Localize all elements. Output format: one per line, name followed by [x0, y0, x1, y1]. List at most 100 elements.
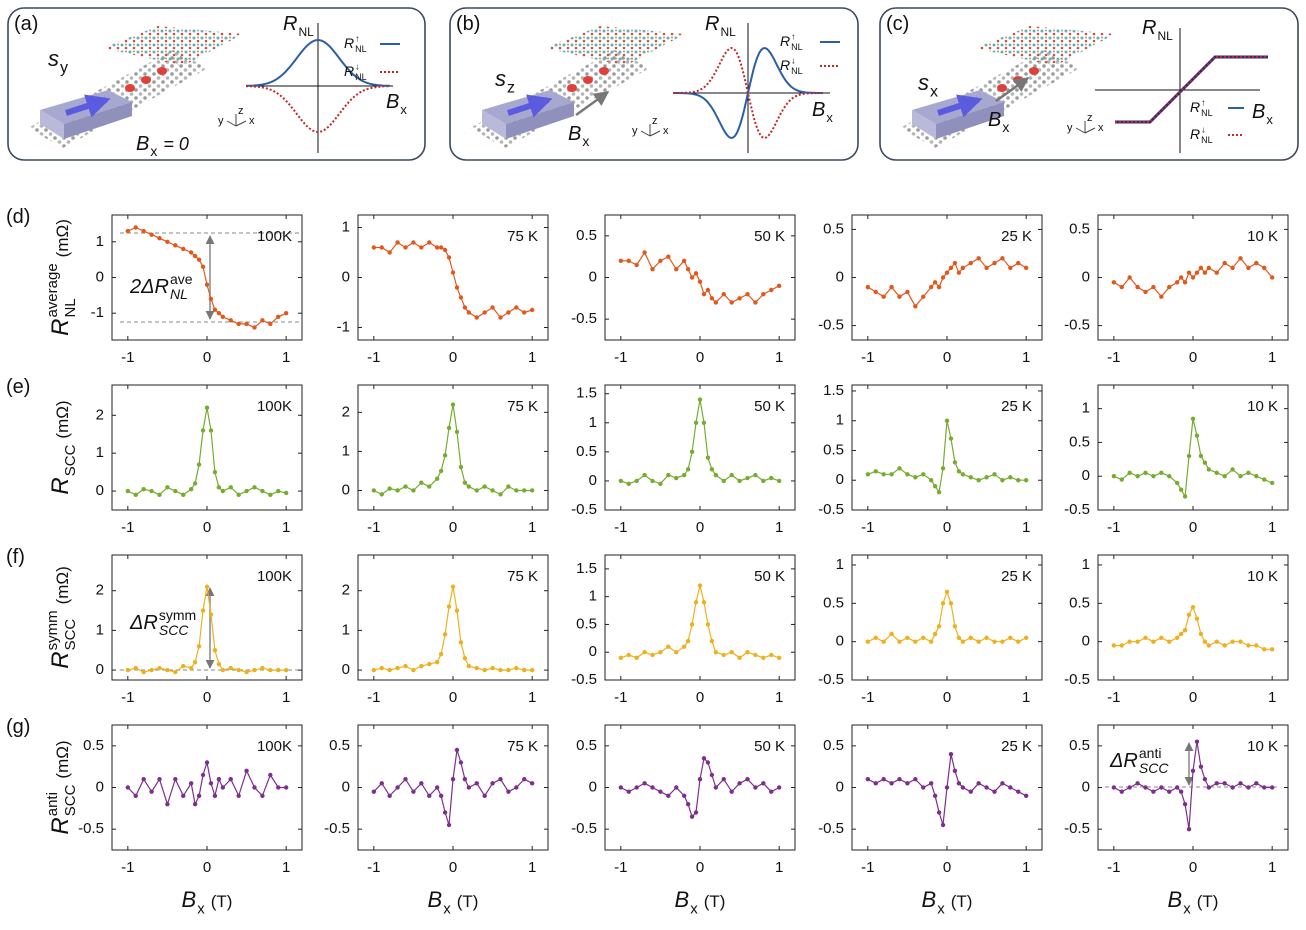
data-point [913, 304, 917, 308]
data-point [897, 639, 901, 643]
data-point [769, 653, 773, 657]
data-point [244, 489, 248, 493]
panel-label: (c) [886, 13, 909, 35]
data-point [745, 777, 749, 781]
x-tick-label: 0 [943, 349, 951, 366]
data-point [229, 666, 233, 670]
y-tick-label: 0 [96, 268, 104, 285]
data-point [881, 777, 885, 781]
data-point [229, 485, 233, 489]
data-point [236, 322, 240, 326]
y-tick-label: 1 [96, 621, 104, 638]
data-point [714, 785, 718, 789]
data-point [482, 310, 486, 314]
y-axis-label: RaverageNL(mΩ) [44, 219, 79, 336]
y-tick-label: 0.5 [823, 594, 844, 611]
y-tick-label: 2 [342, 582, 350, 599]
data-point [201, 608, 205, 612]
data-point [953, 769, 957, 773]
y-tick-label: 1 [589, 588, 597, 605]
data-point [957, 469, 961, 473]
data-point [682, 794, 686, 798]
data-point [1222, 474, 1226, 478]
data-point [1262, 477, 1266, 481]
data-point [451, 402, 455, 406]
x-tick-label: 1 [282, 859, 290, 876]
data-point [439, 652, 443, 656]
data-point [753, 653, 757, 657]
data-line [374, 243, 532, 318]
data-point [866, 285, 870, 289]
y-tick-label: 0 [342, 268, 350, 285]
label-sup: ↑ [355, 34, 360, 44]
x-tick-label: 0 [696, 689, 704, 706]
label-main: B [428, 887, 443, 912]
x-tick-label: 1 [775, 859, 783, 876]
data-point [403, 664, 407, 668]
data-point [244, 322, 248, 326]
data-point [459, 760, 463, 764]
data-point [463, 305, 467, 309]
data-point [666, 794, 670, 798]
data-point [777, 284, 781, 288]
y-tick-label: -0.5 [1064, 671, 1090, 688]
label-main: B [1252, 101, 1265, 123]
chart-panel: -0.500.5-10150 K [571, 215, 795, 366]
y-tick-label: -0.5 [1064, 820, 1090, 837]
data-point [1151, 474, 1155, 478]
data-point [686, 802, 690, 806]
data-point [1238, 781, 1242, 785]
label-sub: x [1183, 901, 1191, 918]
data-point [1120, 477, 1124, 481]
data-point [126, 785, 130, 789]
data-line [868, 258, 1026, 306]
data-point [217, 485, 221, 489]
data-point [403, 245, 407, 249]
spin [157, 67, 167, 75]
data-point [260, 318, 264, 322]
x-tick-label: 1 [1268, 519, 1276, 536]
data-point [722, 292, 726, 296]
data-point [702, 421, 706, 425]
data-point [702, 292, 706, 296]
data-point [642, 473, 646, 477]
data-point [141, 670, 145, 674]
temperature-label: 75 K [507, 568, 538, 585]
data-point [236, 493, 240, 497]
data-point [443, 453, 447, 457]
data-point [459, 640, 463, 644]
y-axis-label: RSCC(mΩ) [47, 400, 79, 494]
data-point [1179, 632, 1183, 636]
data-point [706, 288, 710, 292]
rich-label: R↓NL [1190, 125, 1213, 146]
data-point [193, 481, 197, 485]
temperature-label: 10 K [1247, 738, 1278, 755]
data-point [1127, 275, 1131, 279]
label-unit: (T) [211, 892, 233, 911]
data-point [435, 785, 439, 789]
label-sub: NL [1157, 29, 1173, 43]
x-tick-label: 0 [1189, 519, 1197, 536]
data-point [627, 653, 631, 657]
data-point [506, 484, 510, 488]
data-point [984, 475, 988, 479]
data-point [387, 668, 391, 672]
data-point [1120, 643, 1124, 647]
y-tick-label: 1 [836, 412, 844, 429]
data-point [213, 470, 217, 474]
data-line [374, 405, 532, 495]
label-main: R [47, 817, 74, 834]
x-tick-label: -1 [614, 349, 627, 366]
x-tick-label: -1 [1107, 859, 1120, 876]
data-point [482, 668, 486, 672]
data-point [976, 256, 980, 260]
data-point [690, 275, 694, 279]
label-sub: x [930, 84, 938, 101]
data-point [1191, 769, 1195, 773]
data-point [1238, 474, 1242, 478]
label-sub: NL [791, 66, 803, 76]
data-point [276, 315, 280, 319]
data-point [984, 636, 988, 640]
panel-label: (f) [6, 546, 25, 568]
